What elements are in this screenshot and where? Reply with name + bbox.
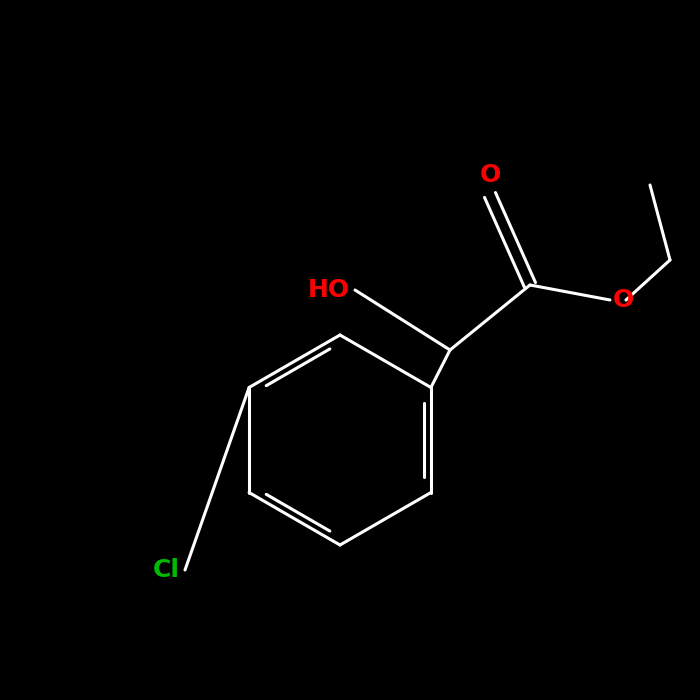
Text: HO: HO xyxy=(308,278,350,302)
Text: O: O xyxy=(480,163,500,187)
Text: Cl: Cl xyxy=(153,558,180,582)
Text: O: O xyxy=(613,288,634,312)
